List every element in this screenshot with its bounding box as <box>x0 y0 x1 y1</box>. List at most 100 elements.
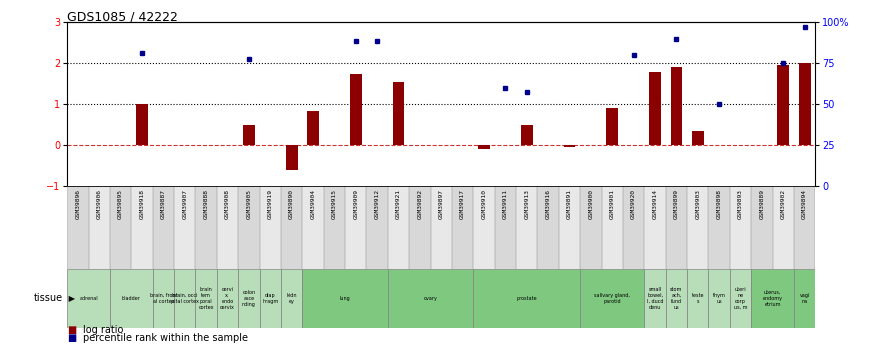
Bar <box>794 269 815 328</box>
Bar <box>307 110 319 145</box>
Bar <box>174 186 195 269</box>
Bar <box>302 186 323 269</box>
Text: tissue: tissue <box>33 294 63 303</box>
Text: GSM39898: GSM39898 <box>717 189 721 219</box>
Text: brain, front
al cortex: brain, front al cortex <box>150 293 177 304</box>
Bar <box>666 269 687 328</box>
Text: teste
s: teste s <box>692 293 704 304</box>
Bar <box>409 186 431 269</box>
Text: GSM39909: GSM39909 <box>353 189 358 219</box>
Bar <box>174 269 195 328</box>
Text: kidn
ey: kidn ey <box>287 293 297 304</box>
Text: GSM39907: GSM39907 <box>182 189 187 219</box>
Bar <box>778 66 789 145</box>
Text: uteri
ne
corp
us, m: uteri ne corp us, m <box>734 287 747 309</box>
Bar <box>195 269 217 328</box>
Text: salivary gland,
parotid: salivary gland, parotid <box>594 293 630 304</box>
Bar <box>559 186 581 269</box>
Bar <box>302 269 388 328</box>
Bar <box>473 186 495 269</box>
Text: GDS1085 / 42222: GDS1085 / 42222 <box>67 10 178 23</box>
Text: GSM39904: GSM39904 <box>311 189 315 219</box>
Text: GSM39896: GSM39896 <box>75 189 81 219</box>
Text: GSM39888: GSM39888 <box>203 189 209 219</box>
Text: percentile rank within the sample: percentile rank within the sample <box>83 333 248 343</box>
Bar <box>350 73 362 145</box>
Text: GSM39900: GSM39900 <box>589 189 593 219</box>
Bar <box>581 186 601 269</box>
Bar <box>751 186 772 269</box>
Bar <box>794 186 815 269</box>
Text: GSM39910: GSM39910 <box>481 189 487 219</box>
Text: GSM39892: GSM39892 <box>418 189 422 219</box>
Text: brain, occi
pital cortex: brain, occi pital cortex <box>171 293 199 304</box>
Text: GSM39891: GSM39891 <box>567 189 572 219</box>
Text: GSM39887: GSM39887 <box>161 189 166 219</box>
Bar <box>709 269 730 328</box>
Bar <box>607 108 618 145</box>
Text: GSM39906: GSM39906 <box>97 189 102 219</box>
Text: GSM39917: GSM39917 <box>461 189 465 219</box>
Text: ▶: ▶ <box>66 294 75 303</box>
Bar <box>388 269 473 328</box>
Text: uterus,
endomy
etrium: uterus, endomy etrium <box>762 290 782 307</box>
Text: ■: ■ <box>67 333 76 343</box>
Bar <box>709 186 730 269</box>
Bar <box>666 186 687 269</box>
Bar <box>730 186 751 269</box>
Bar <box>67 269 110 328</box>
Text: GSM39889: GSM39889 <box>760 189 764 219</box>
Text: GSM39903: GSM39903 <box>695 189 701 219</box>
Bar <box>392 82 404 145</box>
Bar <box>581 269 644 328</box>
Bar <box>67 186 89 269</box>
Text: GSM39911: GSM39911 <box>503 189 508 219</box>
Bar <box>644 186 666 269</box>
Bar <box>670 68 682 145</box>
Text: stom
ach,
fund
us: stom ach, fund us <box>670 287 683 309</box>
Bar <box>110 269 152 328</box>
Bar <box>323 186 345 269</box>
Bar <box>110 186 132 269</box>
Text: log ratio: log ratio <box>83 325 124 335</box>
Bar <box>152 269 174 328</box>
Bar <box>217 186 238 269</box>
Text: lung: lung <box>340 296 350 301</box>
Bar <box>281 269 302 328</box>
Bar <box>195 186 217 269</box>
Bar <box>243 125 254 145</box>
Bar <box>478 145 490 149</box>
Text: ovary: ovary <box>424 296 437 301</box>
Bar <box>730 269 751 328</box>
Text: GSM39914: GSM39914 <box>652 189 658 219</box>
Bar <box>623 186 644 269</box>
Text: GSM39918: GSM39918 <box>140 189 144 219</box>
Text: GSM39915: GSM39915 <box>332 189 337 219</box>
Bar <box>799 63 811 145</box>
Text: brain
tem
poral
cortex: brain tem poral cortex <box>198 287 214 309</box>
Text: GSM39921: GSM39921 <box>396 189 401 219</box>
Text: GSM39912: GSM39912 <box>375 189 380 219</box>
Text: GSM39916: GSM39916 <box>546 189 551 219</box>
Bar <box>601 186 623 269</box>
Text: GSM39901: GSM39901 <box>610 189 615 219</box>
Text: small
bowel,
I, ducd
denu: small bowel, I, ducd denu <box>647 287 663 309</box>
Bar <box>751 269 794 328</box>
Text: GSM39897: GSM39897 <box>439 189 444 219</box>
Bar <box>687 269 709 328</box>
Bar <box>452 186 473 269</box>
Bar <box>136 104 148 145</box>
Text: diap
hragm: diap hragm <box>263 293 279 304</box>
Bar <box>238 269 260 328</box>
Bar <box>772 186 794 269</box>
Text: GSM39890: GSM39890 <box>289 189 294 219</box>
Text: cervi
x,
endo
cervix: cervi x, endo cervix <box>220 287 235 309</box>
Text: GSM39905: GSM39905 <box>246 189 252 219</box>
Text: adrenal: adrenal <box>79 296 98 301</box>
Text: GSM39899: GSM39899 <box>674 189 679 219</box>
Bar <box>473 269 581 328</box>
Text: prostate: prostate <box>516 296 537 301</box>
Text: GSM39913: GSM39913 <box>524 189 530 219</box>
Bar <box>238 186 260 269</box>
Text: ■: ■ <box>67 325 76 335</box>
